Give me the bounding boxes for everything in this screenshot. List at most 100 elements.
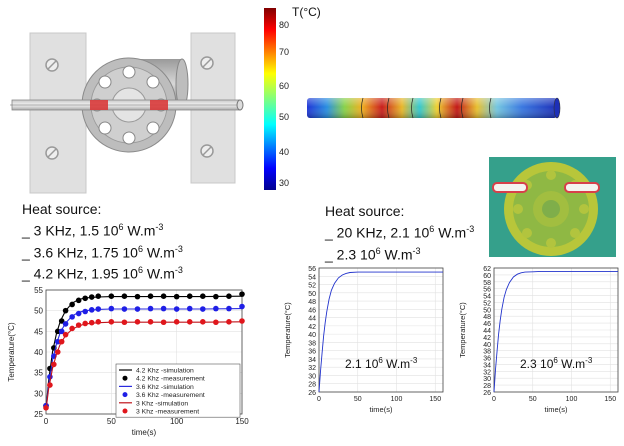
y-tick-label: 35 (34, 369, 43, 378)
data-point (239, 318, 245, 324)
bolt-icon (45, 56, 214, 160)
legend-marker (122, 375, 128, 381)
annotation-label: 2.3 106 W.m-3 (520, 356, 593, 371)
y-tick-label: 36 (483, 356, 491, 363)
x-tick-label: 50 (529, 396, 537, 403)
colorbar-tick: 80 (279, 20, 289, 30)
series-line (318, 271, 443, 393)
y-tick-label: 44 (308, 316, 316, 323)
y-tick-label: 46 (483, 321, 491, 328)
data-point (121, 319, 128, 326)
data-point (82, 295, 88, 302)
y-tick-label: 62 (483, 266, 491, 273)
x-tick-label: 50 (354, 396, 362, 403)
data-point (62, 331, 69, 338)
data-point (213, 305, 219, 312)
data-point (88, 307, 95, 313)
legend-entry: 3.6 Khz -measurement (136, 392, 205, 399)
data-point (95, 293, 102, 299)
y-axis-label: Temperature(°C) (7, 322, 16, 382)
y-tick-label: 42 (308, 324, 316, 331)
data-point (173, 293, 180, 300)
x-tick-label: 100 (170, 417, 184, 426)
data-point (62, 321, 69, 327)
heat-source-line: _ 4.2 KHz, 1.95 106 W.m-3 (22, 265, 183, 282)
y-tick-label: 56 (308, 266, 316, 273)
y-tick-label: 36 (308, 349, 316, 356)
x-tick-label: 0 (317, 396, 321, 403)
data-point (95, 319, 102, 325)
x-axis-label: time(s) (370, 405, 393, 414)
colorbar-tick: 60 (279, 81, 289, 91)
y-tick-label: 58 (483, 280, 491, 287)
data-point (58, 328, 65, 335)
y-tick-label: 30 (483, 376, 491, 383)
data-point (186, 305, 193, 312)
data-point (173, 319, 180, 325)
hot-zone-right (150, 100, 168, 110)
series-line (493, 270, 618, 393)
y-tick-label: 52 (483, 300, 491, 307)
data-point (75, 322, 82, 328)
plot-frame (493, 267, 619, 393)
y-tick-label: 56 (483, 287, 491, 294)
y-tick-label: 46 (308, 307, 316, 314)
heat-source-title: Heat source: (325, 203, 405, 219)
data-point (186, 319, 193, 325)
legend-entry: 3 Khz -measurement (136, 409, 199, 416)
data-point (134, 306, 141, 312)
data-point (147, 319, 154, 325)
y-tick-label: 44 (483, 328, 491, 335)
y-tick-label: 45 (34, 327, 43, 336)
x-tick-label: 100 (391, 396, 403, 403)
data-point (239, 303, 245, 310)
legend-entry: 3.6 Khz -simulation (136, 384, 194, 391)
y-tick-label: 30 (308, 373, 316, 380)
legend-marker (122, 408, 128, 414)
data-point (200, 306, 206, 312)
x-tick-label: 0 (44, 417, 49, 426)
heat-source-line: _ 3.6 KHz, 1.75 106 W.m-3 (22, 243, 183, 261)
x-tick-label: 150 (604, 396, 616, 403)
colorbar-ticks: 80 70 60 50 40 30 (279, 20, 289, 188)
y-tick-label: 60 (483, 273, 491, 280)
heat-source-right: Heat source: _ 20 KHz, 2.1 106 W.m-3 _ 2… (325, 202, 474, 263)
y-tick-label: 26 (483, 390, 491, 397)
data-point (88, 294, 95, 300)
y-tick-label: 40 (308, 332, 316, 339)
y-tick-label: 25 (34, 410, 43, 419)
colorbar-tick: 30 (279, 178, 289, 188)
y-tick-label: 38 (308, 340, 316, 347)
data-point (75, 297, 82, 304)
apparatus-illustration (10, 32, 244, 194)
data-point (213, 293, 219, 300)
data-point (200, 319, 206, 325)
data-point (69, 314, 75, 320)
data-point (54, 349, 61, 355)
y-tick-label: 42 (483, 335, 491, 342)
y-tick-label: 54 (483, 294, 491, 301)
y-tick-label: 50 (34, 307, 43, 316)
data-point (47, 374, 53, 380)
data-point (226, 305, 232, 312)
y-tick-label: 38 (483, 349, 491, 356)
plot-frame (318, 267, 444, 393)
data-point (213, 319, 219, 326)
y-tick-label: 28 (308, 382, 316, 389)
data-point (69, 325, 75, 332)
y-axis-label: Temperature(°C) (458, 302, 467, 358)
y-axis-label: Temperature(°C) (283, 302, 292, 358)
heat-source-line: _ 20 KHz, 2.1 106 W.m-3 (325, 224, 475, 241)
heat-source-line: _ 3 KHz, 1.5 106 W.m-3 (22, 222, 164, 239)
legend-entry: 4.2 Khz -measurement (136, 376, 205, 383)
simulated-rod-temperature (307, 97, 561, 119)
y-tick-label: 40 (34, 348, 43, 357)
data-point (134, 293, 141, 300)
y-tick-label: 52 (308, 283, 316, 290)
colorbar-title: T(°C) (292, 5, 321, 19)
y-tick-label: 54 (308, 274, 316, 281)
data-point (226, 319, 232, 325)
y-tick-label: 28 (483, 383, 491, 390)
